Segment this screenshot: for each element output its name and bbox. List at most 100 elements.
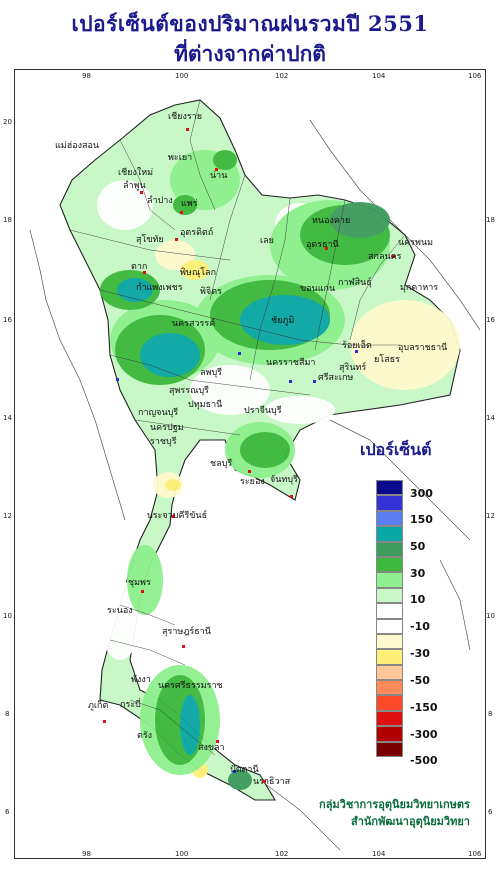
province-label: อุดรธานี	[306, 240, 339, 250]
province-label: ปราจีนบุรี	[244, 406, 282, 416]
province-label: นครศรีธรรมราช	[158, 681, 223, 691]
province-label: นครพนม	[398, 238, 434, 248]
province-label: นครราชสีมา	[266, 358, 316, 368]
lat-right-label: 6	[488, 808, 493, 816]
lat-left-label: 8	[5, 710, 10, 718]
province-label: พังงา	[131, 675, 151, 685]
anomaly-shading	[97, 150, 460, 790]
province-label: ราชบุรี	[150, 437, 177, 447]
province-label: น่าน	[210, 171, 228, 181]
province-label: อุบลราชธานี	[398, 343, 448, 353]
lat-right-label: 12	[486, 512, 495, 520]
legend-color-box	[376, 480, 403, 496]
lat-left-label: 18	[3, 216, 12, 224]
legend-color-box	[376, 510, 403, 527]
province-label: สกลนคร	[368, 252, 402, 262]
legend-color-box	[376, 710, 403, 727]
province-label: พิษณุโลก	[180, 268, 217, 278]
province-label: กระบี่	[120, 700, 141, 710]
lon-bottom-label: 104	[372, 850, 386, 858]
legend-label: 300	[410, 487, 433, 500]
lon-top-label: 104	[372, 72, 386, 80]
province-label: นราธิวาส	[253, 777, 291, 787]
legend-color-box	[376, 695, 403, 711]
province-label: ปทุมธานี	[188, 400, 223, 410]
province-label: ภูเก็ต	[88, 701, 109, 711]
legend-color-box	[376, 633, 403, 650]
province-label: นครสวรรค์	[172, 319, 216, 329]
province-label: สงขลา	[198, 743, 225, 753]
province-label: แม่ฮ่องสอน	[55, 141, 100, 151]
legend-label: -300	[410, 728, 438, 741]
legend-label: 50	[410, 540, 426, 553]
credit-line2: สำนักพัฒนาอุตุนิยมวิทยา	[351, 815, 470, 828]
province-label: เลย	[260, 236, 274, 246]
province-label: ตรัง	[137, 731, 153, 741]
lon-bottom-label: 106	[468, 850, 482, 858]
credit-line1: กลุ่มวิชาการอุตุนิยมวิทยาเกษตร	[319, 798, 470, 811]
lat-left-label: 6	[5, 808, 10, 816]
province-label: ชัยภูมิ	[271, 316, 295, 326]
lat-right-label: 18	[486, 216, 495, 224]
province-label: ระยอง	[240, 477, 265, 487]
legend-color-box	[376, 526, 403, 542]
province-label: ยโสธร	[374, 355, 400, 365]
legend-label: 30	[410, 567, 426, 580]
province-label: มุกดาหาร	[400, 283, 439, 293]
province-label: อุตรดิตถ์	[180, 228, 214, 238]
legend-color-box	[376, 572, 403, 588]
province-label: กาญจนบุรี	[138, 408, 179, 418]
province-label: กำแพงเพชร	[136, 283, 183, 293]
lat-right-label: 14	[486, 414, 495, 422]
lat-left-label: 10	[3, 612, 12, 620]
legend-color-box	[376, 649, 403, 665]
legend-color-box	[376, 541, 403, 557]
province-label: ลำปาง	[147, 196, 173, 206]
legend-label: -30	[410, 647, 430, 660]
province-label: ประจวบคีรีขันธ์	[147, 511, 208, 521]
lon-bottom-label: 102	[275, 850, 289, 858]
lon-bottom-label: 98	[82, 850, 91, 858]
legend-color-box	[376, 556, 403, 573]
legend-label: 150	[410, 513, 433, 526]
province-borders	[69, 99, 406, 756]
province-label: เชียงราย	[168, 112, 203, 122]
lon-top-label: 106	[468, 72, 482, 80]
province-label: จันทบุรี	[270, 475, 298, 485]
province-label: ชลบุรี	[210, 459, 233, 469]
province-label: ลำพูน	[123, 181, 146, 191]
province-label: แพร่	[181, 199, 198, 209]
lat-right-label: 10	[486, 612, 495, 620]
lat-right-label: 8	[488, 710, 493, 718]
map-title-line1: เปอร์เซ็นต์ของปริมาณฝนรวมปี 2551	[71, 11, 429, 36]
legend-color-box	[376, 587, 403, 604]
legend-color-box	[376, 495, 403, 511]
province-label: หนองคาย	[312, 216, 351, 226]
lat-left-label: 12	[3, 512, 12, 520]
legend-color-box	[376, 726, 403, 742]
province-label: พิจิตร	[200, 287, 222, 297]
province-label: ระนอง	[107, 606, 133, 616]
neighbour-borders	[29, 119, 481, 851]
province-label: ขอนแก่น	[300, 284, 336, 294]
legend-label: -10	[410, 620, 430, 633]
legend-color-box	[376, 741, 403, 758]
legend-colorbar	[376, 480, 403, 758]
lon-bottom-label: 100	[175, 850, 189, 858]
station-markers	[103, 128, 395, 783]
province-label: ตาก	[131, 262, 148, 272]
province-label: สุโขทัย	[136, 235, 164, 245]
legend-color-box	[376, 603, 403, 619]
legend-label: -50	[410, 674, 430, 687]
province-label: กาฬสินธุ์	[338, 278, 372, 288]
province-label: เชียงใหม่	[118, 168, 154, 178]
lon-top-label: 98	[82, 72, 91, 80]
province-label: สุพรรณบุรี	[169, 386, 209, 396]
province-label: ลพบุรี	[200, 368, 222, 378]
legend-title: เปอร์เซ็นต์	[360, 440, 432, 459]
province-label: สุรินทร์	[339, 363, 367, 373]
lat-left-label: 14	[3, 414, 12, 422]
legend-label: -150	[410, 701, 438, 714]
legend-color-box	[376, 618, 403, 634]
